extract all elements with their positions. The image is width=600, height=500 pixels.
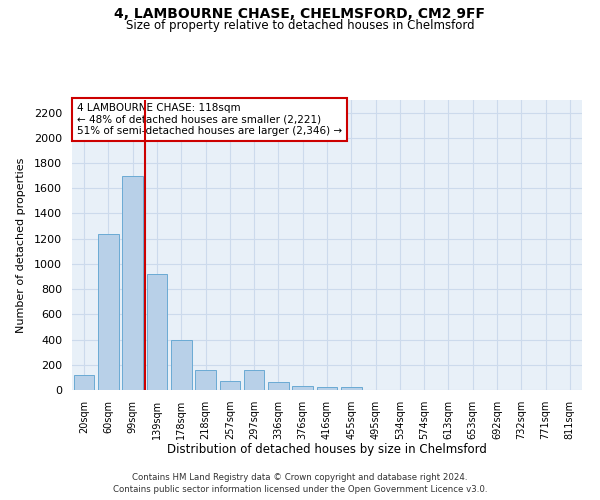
Text: Size of property relative to detached houses in Chelmsford: Size of property relative to detached ho… (125, 19, 475, 32)
Bar (98, 234, 119, 390)
Bar (244, 370, 265, 390)
Bar (146, 274, 167, 390)
Text: Distribution of detached houses by size in Chelmsford: Distribution of detached houses by size … (167, 442, 487, 456)
Bar (122, 176, 143, 390)
Bar (268, 382, 289, 390)
Text: 4, LAMBOURNE CHASE, CHELMSFORD, CM2 9FF: 4, LAMBOURNE CHASE, CHELMSFORD, CM2 9FF (115, 8, 485, 22)
Bar (171, 340, 191, 390)
Bar (341, 388, 362, 390)
Y-axis label: Number of detached properties: Number of detached properties (16, 158, 26, 332)
Text: Contains HM Land Registry data © Crown copyright and database right 2024.: Contains HM Land Registry data © Crown c… (132, 472, 468, 482)
Bar (74, 375, 94, 390)
Bar (317, 387, 337, 390)
Text: Contains public sector information licensed under the Open Government Licence v3: Contains public sector information licen… (113, 485, 487, 494)
Bar (195, 370, 216, 390)
Bar (292, 386, 313, 390)
Bar (220, 381, 240, 390)
Text: 4 LAMBOURNE CHASE: 118sqm
← 48% of detached houses are smaller (2,221)
51% of se: 4 LAMBOURNE CHASE: 118sqm ← 48% of detac… (77, 103, 342, 136)
